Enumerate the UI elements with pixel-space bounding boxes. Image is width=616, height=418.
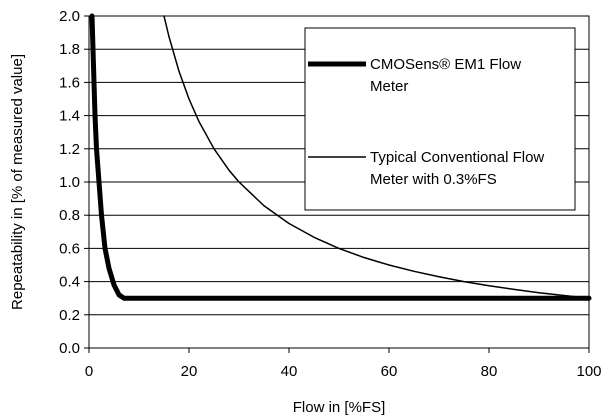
y-tick-label: 2.0 [59,8,80,25]
y-tick-label: 0.8 [59,207,80,224]
legend-label-conventional-line2: Meter with 0.3%FS [370,171,497,188]
series-line-conventional [163,15,590,299]
series-layer [89,13,592,301]
y-tick-label: 0.2 [59,307,80,324]
legend-label-em1-line1: CMOSens® EM1 Flow [370,56,521,73]
legend: CMOSens® EM1 Flow Meter Typical Conventi… [304,27,576,211]
legend-label-conventional-line1: Typical Conventional Flow [370,149,544,166]
x-tick-label: 100 [576,363,601,380]
y-tick-label: 1.4 [59,108,80,125]
y-tick-label: 0.0 [59,340,80,357]
y-tick-label: 1.2 [59,141,80,158]
y-axis-label: Repeatability in [% of measured value] [9,54,26,310]
series-line-em1 [89,13,592,301]
x-tick-label: 80 [481,363,498,380]
y-tick-label: 1.0 [59,174,80,191]
x-tick-label: 60 [381,363,398,380]
x-tick-label: 20 [181,363,198,380]
y-tick-label: 1.8 [59,41,80,58]
x-tick-label: 40 [281,363,298,380]
x-axis-label: Flow in [%FS] [293,399,386,416]
y-tick-label: 1.6 [59,74,80,91]
legend-label-em1-line2: Meter [370,78,408,95]
legend-box [304,27,576,211]
y-tick-label: 0.4 [59,274,80,291]
y-tick-label: 0.6 [59,240,80,257]
x-tick-label: 0 [85,363,93,380]
tick-layer: 0.0 0.2 0.4 0.6 0.8 1.0 1.2 1.4 1.6 1.8 2.0 0 20 40 60… [59,8,601,380]
